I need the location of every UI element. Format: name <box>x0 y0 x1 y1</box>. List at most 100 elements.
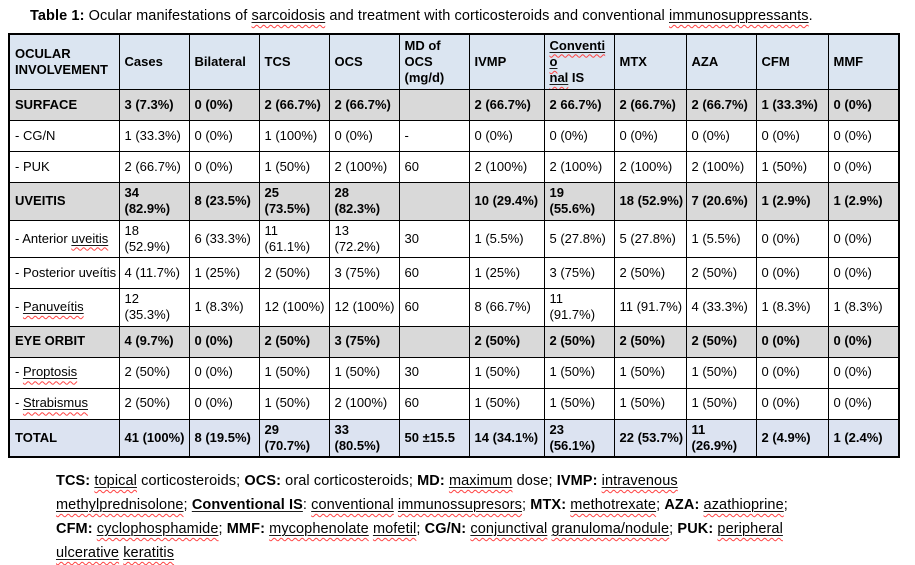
column-header-conventional-is: Conventio nal IS <box>543 33 615 90</box>
text-segment: MMF: <box>226 521 265 537</box>
text-segment: corticosteroids; <box>137 473 245 489</box>
table-cell: 1 (8.3%) <box>755 288 829 327</box>
table-cell: 60 <box>398 288 470 327</box>
table-cell: 0 (0%) <box>827 325 900 358</box>
table-cell: 2 (4.9%) <box>755 418 829 458</box>
table-cell: 60 <box>398 151 470 183</box>
table-cell: 1 (2.9%) <box>827 182 900 221</box>
text-segment: ; <box>522 497 531 513</box>
table-cell: 1 (50%) <box>258 387 330 420</box>
spellcheck-flagged-word: methotrexate <box>570 497 657 513</box>
text-segment: - <box>15 299 23 315</box>
text-segment: Ocular manifestations of <box>84 8 252 24</box>
text-segment: ; <box>669 521 678 537</box>
table-cell: 19 (55.6%) <box>543 182 615 221</box>
table-title: Table 1: Ocular manifestations of sarcoi… <box>30 8 915 24</box>
table-cell: 0 (0%) <box>468 120 545 152</box>
row-label: UVEITIS <box>8 182 120 221</box>
column-header-mtx: MTX <box>613 33 687 90</box>
table-cell: 8 (66.7%) <box>468 288 545 327</box>
table-cell: 2 (100%) <box>328 387 400 420</box>
text-segment: - PUK <box>15 158 50 174</box>
column-header-cfm: CFM <box>755 33 829 90</box>
spellcheck-flagged-word: nal <box>549 70 569 86</box>
table-row: - Proptosis 2 (50%) 0 (0%) 1 (50%) 1 (50%) 30… <box>8 356 900 389</box>
table-cell: 0 (0%) <box>328 120 400 152</box>
table-cell: 1 (50%) <box>755 151 829 183</box>
text-segment: Table 1: <box>30 8 85 24</box>
table-cell: - <box>398 120 470 152</box>
table-cell: 60 <box>398 257 470 289</box>
abbreviations-footnote: TCS: topical corticosteroids; OCS: oral … <box>56 469 901 565</box>
table-cell: 0 (0%) <box>188 387 260 420</box>
table-row: TOTAL 41 (100%) 8 (19.5%) 29 (70.7%) 33 (80.… <box>8 418 900 458</box>
table-cell: 1 (5.5%) <box>685 219 757 258</box>
text-segment: dose; <box>512 473 557 489</box>
table-cell: 2 (100%) <box>685 151 757 183</box>
table-cell: 1 (50%) <box>328 356 400 389</box>
table-cell: 30 <box>398 356 470 389</box>
spellcheck-flagged-word: immunosuppressants <box>669 8 809 24</box>
text-segment: Cases <box>124 53 163 69</box>
table-row: - Anterior uveitis 18 (52.9%) 6 (33.3%) 11 … <box>8 219 900 258</box>
table-cell: 0 (0%) <box>188 89 260 121</box>
text-segment: (mg/d) <box>404 70 445 86</box>
text-segment: Conventional IS <box>191 497 303 513</box>
text-segment: ; <box>783 497 788 513</box>
table-cell: 2 (50%) <box>613 325 687 358</box>
table-cell: 11 (61.1%) <box>258 219 330 258</box>
text-segment: ; <box>416 521 425 537</box>
table-cell: 6 (33.3%) <box>188 219 260 258</box>
table-body: SURFACE 3 (7.3%) 0 (0%) 2 (66.7%) 2 (66.7%) 2… <box>8 89 900 458</box>
text-segment: TOTAL <box>15 429 58 445</box>
text-segment: OCS: <box>244 473 282 489</box>
table-cell: 0 (0%) <box>685 120 757 152</box>
table-cell: 2 (66.7%) <box>258 89 330 121</box>
table-cell: 0 (0%) <box>827 356 900 389</box>
table-cell: 2 66.7%) <box>543 89 615 121</box>
column-header-ocular-involvement: OCULAR INVOLVEMENT <box>8 33 120 90</box>
row-label: SURFACE <box>8 89 120 121</box>
table-cell: 2 (66.7%) <box>685 89 757 121</box>
row-label: - Proptosis <box>8 356 120 389</box>
spellcheck-flagged-word: intravenous <box>601 473 678 489</box>
table-cell: 0 (0%) <box>755 325 829 358</box>
table-cell: 8 (19.5%) <box>188 418 260 458</box>
table-cell: 3 (75%) <box>328 257 400 289</box>
table-row: - CG/N 1 (33.3%) 0 (0%) 1 (100%) 0 (0%) -0 (0… <box>8 120 900 152</box>
table-cell: 1 (2.9%) <box>755 182 829 221</box>
spellcheck-flagged-word: immunossupresors <box>397 497 523 513</box>
header-row: OCULAR INVOLVEMENT Cases Bilateral TCS OCS MD … <box>8 33 900 90</box>
table-cell: 3 (7.3%) <box>118 89 190 121</box>
spellcheck-flagged-word: Panuveítis <box>22 299 84 315</box>
table-cell <box>398 182 470 221</box>
table-cell: 1 (25%) <box>188 257 260 289</box>
table-cell: 0 (0%) <box>188 151 260 183</box>
table-cell: 2 (50%) <box>685 257 757 289</box>
table-cell: 2 (50%) <box>258 257 330 289</box>
table-cell: 1 (50%) <box>543 356 615 389</box>
table-cell: 50 ±15.5 <box>398 418 470 458</box>
table-cell: 1 (50%) <box>613 387 687 420</box>
table-cell: 0 (0%) <box>543 120 615 152</box>
text-segment: ; <box>183 497 192 513</box>
table-cell: 11 (91.7%) <box>613 288 687 327</box>
table-cell: 28 (82.3%) <box>328 182 400 221</box>
spellcheck-flagged-word: Proptosis <box>22 364 78 380</box>
table-cell: 2 (66.7%) <box>468 89 545 121</box>
table-row: - Posterior uveítis 4 (11.7%) 1 (25%) 2 (50… <box>8 257 900 289</box>
table-cell: 2 (100%) <box>328 151 400 183</box>
text-segment: MTX: <box>530 497 567 513</box>
table-cell: 0 (0%) <box>827 151 900 183</box>
text-segment: INVOLVEMENT <box>15 62 108 77</box>
row-label: - Anterior uveitis <box>8 219 120 258</box>
column-header-ivmp: IVMP <box>468 33 545 90</box>
table-cell: 0 (0%) <box>827 387 900 420</box>
table-cell: 41 (100%) <box>118 418 190 458</box>
column-header-mmf: MMF <box>827 33 900 90</box>
table-cell: 0 (0%) <box>188 120 260 152</box>
spellcheck-flagged-word: Strabismus <box>22 395 88 411</box>
table-cell: 8 (23.5%) <box>188 182 260 221</box>
row-label: - CG/N <box>8 120 120 152</box>
